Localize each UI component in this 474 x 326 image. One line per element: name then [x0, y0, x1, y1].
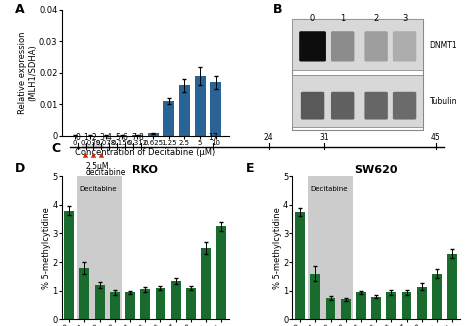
Bar [125, 292, 135, 319]
Text: 31: 31 [319, 133, 329, 142]
Bar [80, 268, 90, 319]
Text: 1: 1 [83, 133, 88, 142]
Text: C: C [52, 142, 61, 155]
Bar [216, 226, 226, 319]
FancyBboxPatch shape [331, 92, 355, 120]
Text: 5: 5 [115, 133, 120, 142]
Bar [292, 75, 423, 127]
Text: B: B [273, 4, 282, 17]
Bar [310, 274, 320, 319]
Bar [386, 292, 396, 319]
Text: DNMT1: DNMT1 [429, 41, 457, 50]
Bar [179, 85, 190, 136]
Bar [171, 281, 181, 319]
Bar [201, 248, 211, 319]
FancyBboxPatch shape [299, 31, 326, 62]
Bar [417, 287, 427, 319]
Bar [195, 76, 206, 136]
FancyBboxPatch shape [301, 92, 324, 120]
Bar [326, 298, 336, 319]
Bar [341, 299, 351, 319]
X-axis label: Concentration of Decitabine (μM): Concentration of Decitabine (μM) [75, 147, 215, 156]
FancyBboxPatch shape [365, 31, 388, 62]
Text: 6: 6 [123, 133, 128, 142]
Bar [356, 292, 366, 319]
Bar [292, 19, 423, 70]
Bar [164, 101, 174, 136]
Text: 3: 3 [402, 14, 407, 22]
Bar [371, 297, 381, 319]
Text: 2.5μM: 2.5μM [85, 161, 109, 170]
Text: 4: 4 [107, 133, 112, 142]
Text: 0: 0 [310, 14, 315, 22]
Bar [210, 82, 221, 136]
Title: SW620: SW620 [355, 165, 398, 175]
Bar [295, 212, 305, 319]
Y-axis label: % 5-methylcytidine: % 5-methylcytidine [42, 207, 51, 289]
FancyBboxPatch shape [365, 92, 388, 120]
Bar [77, 176, 122, 319]
Bar [292, 19, 423, 70]
Text: 0: 0 [75, 133, 80, 142]
Text: Decitabine: Decitabine [311, 186, 348, 192]
Bar [132, 135, 143, 136]
Bar [447, 254, 457, 319]
Bar [95, 285, 105, 319]
Bar [292, 75, 423, 127]
Bar [64, 211, 74, 319]
Bar [432, 274, 442, 319]
Text: decitabine: decitabine [85, 168, 126, 177]
Bar [155, 288, 165, 319]
Text: A: A [15, 4, 24, 17]
FancyBboxPatch shape [393, 92, 416, 120]
Bar [186, 288, 196, 319]
Text: Decitabine: Decitabine [80, 186, 118, 192]
Title: RKO: RKO [132, 165, 158, 175]
Text: 45: 45 [431, 133, 441, 142]
Text: 24: 24 [264, 133, 273, 142]
Bar [292, 19, 423, 130]
Text: 7: 7 [131, 133, 136, 142]
Y-axis label: % 5-methylcytidine: % 5-methylcytidine [273, 207, 282, 289]
Text: 3: 3 [99, 133, 104, 142]
Text: 2: 2 [91, 133, 96, 142]
Bar [401, 292, 411, 319]
Bar [82, 145, 104, 149]
Bar [110, 292, 120, 319]
Bar [308, 176, 353, 319]
Text: 2: 2 [374, 14, 379, 22]
Text: 8: 8 [139, 133, 144, 142]
Text: 1: 1 [340, 14, 345, 22]
FancyBboxPatch shape [331, 31, 355, 62]
FancyBboxPatch shape [393, 31, 416, 62]
Bar [147, 133, 159, 136]
Text: Tubulin: Tubulin [429, 97, 457, 106]
Text: D: D [15, 162, 25, 175]
Bar [140, 289, 150, 319]
Y-axis label: Relative expression
(MLH1/SDHA): Relative expression (MLH1/SDHA) [18, 32, 37, 114]
Text: E: E [246, 162, 254, 175]
Text: 17: 17 [208, 133, 218, 142]
